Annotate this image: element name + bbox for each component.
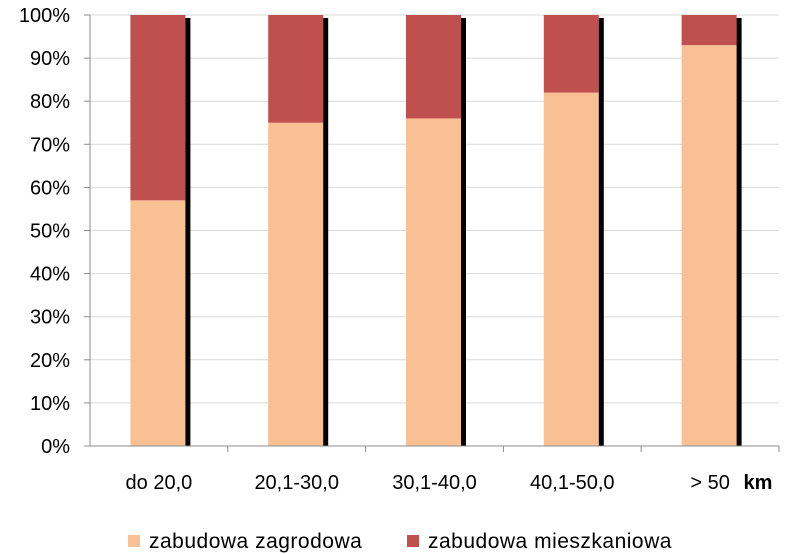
y-tick-label: 90% (30, 48, 70, 70)
bar-shadow (185, 18, 191, 446)
bar-segment-zagrodowa (406, 118, 461, 446)
bar-segment-mieszkaniowa (268, 15, 324, 123)
x-tick-label: > 50 (690, 472, 729, 494)
x-tick-label: do 20,0 (126, 472, 193, 494)
x-tick-label: 20,1-30,0 (254, 472, 339, 494)
x-tick-label: 40,1-50,0 (530, 472, 615, 494)
y-tick-label: 40% (30, 264, 70, 286)
bar-shadow (323, 18, 329, 446)
y-tick-label: 0% (41, 436, 70, 458)
legend: zabudowa zagrodowa zabudowa mieszkaniowa (128, 530, 672, 553)
bars (130, 15, 742, 447)
bar-shadow (598, 18, 604, 446)
legend-swatch (128, 535, 140, 547)
legend-swatch (407, 535, 419, 547)
legend-label: zabudowa zagrodowa (149, 530, 362, 553)
x-axis-unit-label: km (744, 472, 773, 494)
bar-segment-mieszkaniowa (543, 15, 599, 93)
bar-shadow (736, 18, 742, 446)
bar-segment-zagrodowa (268, 122, 324, 446)
x-tick-label: 30,1-40,0 (392, 472, 477, 494)
bar-segment-zagrodowa (681, 45, 737, 447)
bar-segment-mieszkaniowa (130, 15, 186, 201)
y-tick-label: 80% (30, 91, 70, 113)
y-tick-label: 50% (30, 221, 70, 243)
x-axis (89, 15, 779, 447)
y-tick-label: 60% (30, 177, 70, 199)
y-tick-label: 10% (30, 393, 70, 415)
y-tick-label: 20% (30, 350, 70, 372)
legend-label: zabudowa mieszkaniowa (428, 530, 672, 553)
x-axis-ticks: do 20,0 20,1-30,0 30,1-40,0 40,1-50,0 > 50 (126, 446, 780, 494)
bar-shadow (461, 18, 466, 446)
bar-segment-zagrodowa (130, 200, 186, 446)
bar-segment-zagrodowa (543, 92, 599, 446)
y-axis-ticks: 0% 10% 20% 30% 40% 50% 60% 70% 80% 90% 100% (19, 5, 90, 458)
y-tick-label: 100% (19, 5, 70, 27)
bar-segment-mieszkaniowa (681, 15, 737, 46)
y-tick-label: 70% (30, 134, 70, 156)
y-tick-label: 30% (30, 307, 70, 329)
bar-segment-mieszkaniowa (406, 15, 461, 119)
